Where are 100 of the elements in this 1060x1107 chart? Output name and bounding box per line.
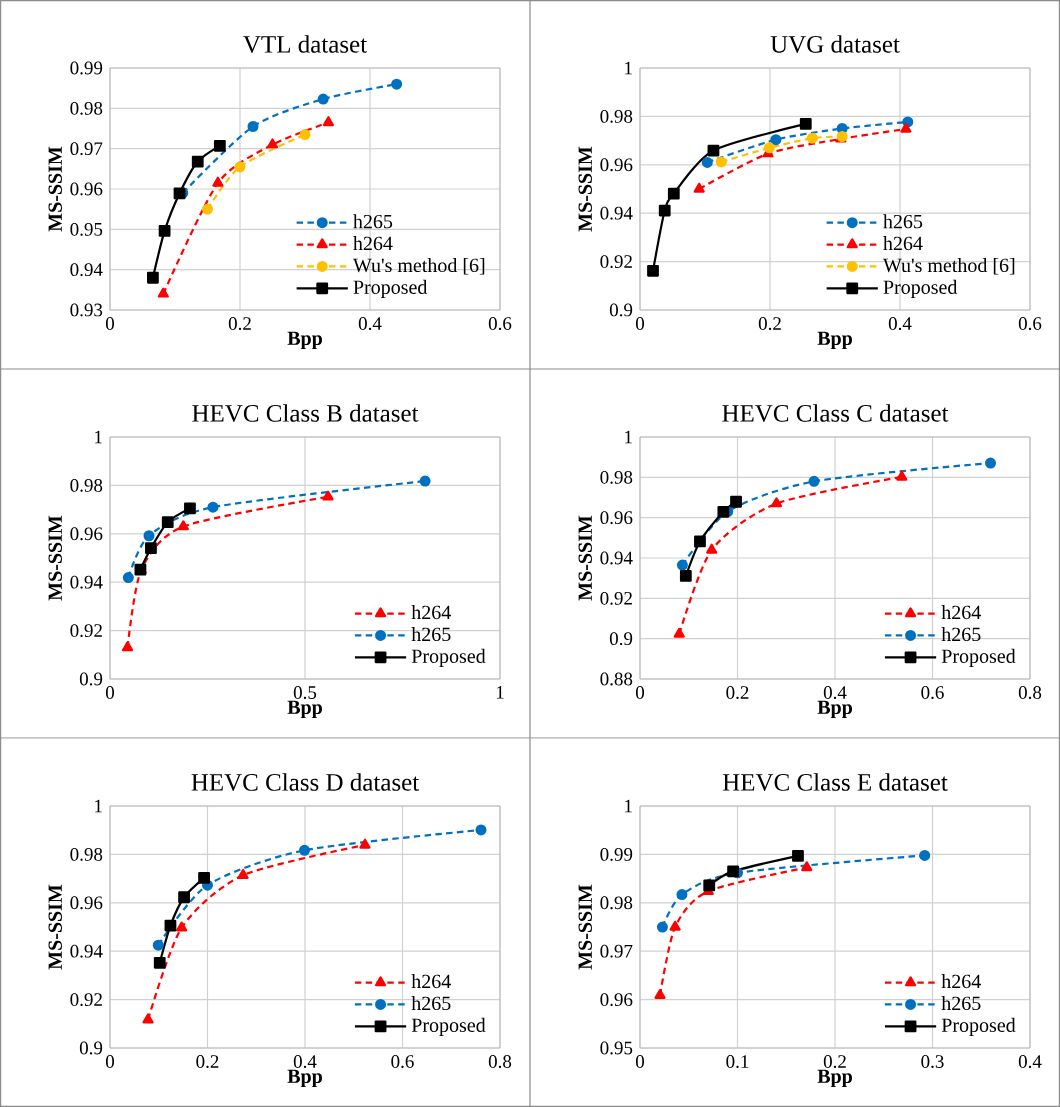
legend-label: h265 xyxy=(941,996,981,1011)
legend-label: h264 xyxy=(883,236,923,251)
x-tick-label: 0 xyxy=(105,1055,115,1068)
y-tick-label: 0.94 xyxy=(70,263,103,277)
y-tick-label: 1 xyxy=(625,61,632,75)
y-tick-label: 0.98 xyxy=(70,847,103,861)
legend-label: h264 xyxy=(941,974,981,989)
y-tick-label: 0.9 xyxy=(79,1041,103,1055)
x-tick-label: 0.2 xyxy=(758,317,781,330)
x-tick-label: 0.8 xyxy=(1018,686,1042,699)
legend-label: h264 xyxy=(411,605,451,620)
y-tick-label: 0.96 xyxy=(600,993,633,1007)
y-tick-label: 0.9 xyxy=(609,303,633,317)
y-axis-title: MS-SSIM xyxy=(48,146,62,232)
legend-label: h265 xyxy=(883,214,923,229)
y-tick-label: 1 xyxy=(95,799,102,813)
y-axis-title: MS-SSIM xyxy=(578,884,592,970)
x-tick-label: 0 xyxy=(635,317,645,330)
y-tick-label: 0.94 xyxy=(600,551,633,565)
y-tick-label: 0.9 xyxy=(609,632,633,646)
legend-label: Proposed xyxy=(411,1017,486,1037)
x-tick-label: 0.3 xyxy=(921,1055,944,1068)
x-tick-label: 0.4 xyxy=(358,317,382,330)
x-tick-label: 0.4 xyxy=(888,317,912,330)
x-tick-label: 1 xyxy=(496,686,504,699)
legend-label: Proposed xyxy=(411,648,486,668)
legend-label: h265 xyxy=(353,214,393,229)
legend-label: Wu's method [6] xyxy=(882,257,1015,275)
x-axis-title: Bpp xyxy=(817,331,852,350)
y-tick-label: 0.92 xyxy=(70,993,102,1007)
y-tick-label: 0.96 xyxy=(70,896,103,910)
chart-title: HEVC Class C dataset xyxy=(722,404,949,422)
x-tick-label: 0.2 xyxy=(726,686,749,699)
x-axis-title: Bpp xyxy=(287,700,322,719)
y-tick-label: 0.98 xyxy=(70,478,103,492)
y-tick-label: 0.94 xyxy=(70,575,103,589)
legend-label: h265 xyxy=(411,626,451,642)
x-tick-label: 0 xyxy=(105,686,115,699)
x-tick-label: 0.6 xyxy=(488,317,512,330)
x-tick-label: 0.4 xyxy=(823,686,847,699)
x-axis-title: Bpp xyxy=(287,331,322,350)
y-tick-label: 0.96 xyxy=(70,527,103,541)
legend-label: Proposed xyxy=(883,279,958,299)
legend-label: Wu's method [6] xyxy=(352,257,485,275)
x-axis-title: Bpp xyxy=(817,700,852,719)
legend-label: Proposed xyxy=(941,1017,1016,1037)
x-tick-label: 0.1 xyxy=(726,1055,749,1068)
y-tick-label: 0.96 xyxy=(600,158,633,172)
y-tick-label: 1 xyxy=(95,430,102,444)
y-tick-label: 0.92 xyxy=(600,591,632,605)
x-tick-label: 0 xyxy=(635,1055,645,1068)
x-tick-label: 0.8 xyxy=(488,1055,512,1068)
y-axis-title: MS-SSIM xyxy=(578,515,592,601)
y-tick-label: 0.98 xyxy=(600,109,633,123)
x-tick-label: 0.2 xyxy=(228,317,251,330)
y-tick-label: 0.98 xyxy=(600,896,633,910)
legend-label: h265 xyxy=(411,996,451,1011)
y-tick-label: 0.92 xyxy=(600,255,632,269)
y-axis-title: MS-SSIM xyxy=(578,146,592,232)
x-tick-label: 0.2 xyxy=(196,1055,219,1068)
y-tick-label: 0.97 xyxy=(600,944,633,958)
y-tick-label: 1 xyxy=(625,799,632,813)
y-tick-label: 0.96 xyxy=(600,511,633,525)
x-axis-title: Bpp xyxy=(287,1069,322,1088)
legend-label: Proposed xyxy=(941,648,1016,668)
legend-label: Proposed xyxy=(353,279,428,299)
x-tick-label: 0 xyxy=(635,686,645,699)
legend-label: h264 xyxy=(353,236,393,251)
y-tick-label: 0.94 xyxy=(600,206,633,220)
x-axis-title: Bpp xyxy=(817,1069,852,1088)
y-tick-label: 0.94 xyxy=(70,944,103,958)
y-tick-label: 0.93 xyxy=(70,303,103,317)
chart-title: HEVC Class D dataset xyxy=(191,773,420,791)
x-tick-label: 0.4 xyxy=(293,1055,317,1068)
chart-title: VTL dataset xyxy=(243,35,367,53)
x-tick-label: 0.6 xyxy=(391,1055,414,1068)
y-tick-label: 0.99 xyxy=(70,61,103,75)
y-tick-label: 0.97 xyxy=(70,142,103,156)
y-tick-label: 0.96 xyxy=(70,182,103,196)
x-tick-label: 0.5 xyxy=(293,686,317,699)
x-tick-label: 0.6 xyxy=(1018,317,1042,330)
chart-title: HEVC Class B dataset xyxy=(192,404,419,422)
x-tick-label: 0 xyxy=(105,317,115,330)
x-tick-label: 0.2 xyxy=(823,1055,846,1068)
y-tick-label: 0.98 xyxy=(70,101,103,115)
chart-title: UVG dataset xyxy=(770,35,900,53)
legend-label: h264 xyxy=(941,605,981,620)
y-tick-label: 1 xyxy=(625,430,632,444)
legend-label: h264 xyxy=(411,974,451,989)
chart-title: HEVC Class E dataset xyxy=(722,773,948,791)
y-axis-title: MS-SSIM xyxy=(48,515,62,601)
x-tick-label: 0.4 xyxy=(1018,1055,1042,1068)
y-tick-label: 0.88 xyxy=(600,672,633,686)
y-axis-title: MS-SSIM xyxy=(48,884,62,970)
y-tick-label: 0.9 xyxy=(79,672,103,686)
y-tick-label: 0.95 xyxy=(600,1041,633,1055)
y-tick-label: 0.95 xyxy=(70,222,103,236)
y-tick-label: 0.98 xyxy=(600,470,633,484)
y-tick-label: 0.99 xyxy=(600,847,633,861)
y-tick-label: 0.92 xyxy=(70,624,102,638)
